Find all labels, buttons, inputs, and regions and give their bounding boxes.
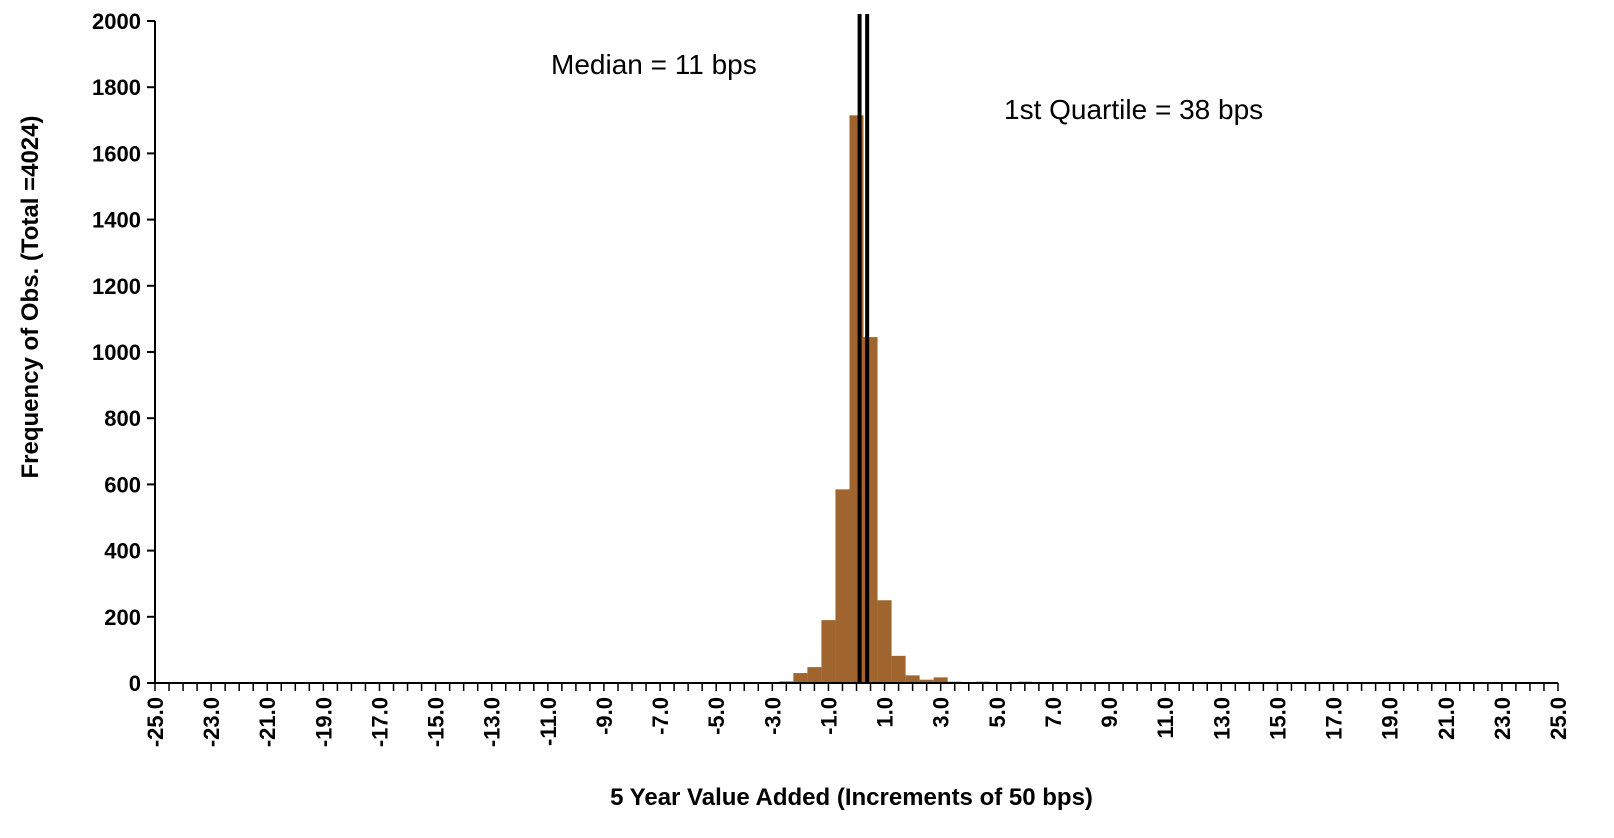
y-tick-label-10: 2000	[92, 9, 141, 34]
histogram-bar-11	[905, 675, 920, 683]
x-tick-label-8: -9.0	[592, 697, 617, 735]
x-tick-label-7: -11.0	[536, 697, 561, 746]
y-tick-label-5: 1000	[92, 340, 141, 365]
x-tick-label-24: 23.0	[1490, 697, 1515, 740]
y-tick-label-0: 0	[129, 671, 141, 696]
x-tick-label-19: 13.0	[1209, 697, 1234, 740]
quartile-annotation: 1st Quartile = 38 bps	[1004, 94, 1263, 125]
x-tick-label-0: -25.0	[143, 697, 168, 747]
x-tick-label-23: 21.0	[1434, 697, 1459, 740]
y-tick-label-7: 1400	[92, 208, 141, 233]
histogram-bar-10	[891, 655, 906, 683]
y-tick-label-2: 400	[104, 539, 141, 564]
x-tick-label-9: -7.0	[648, 697, 673, 735]
y-ticks: 0 200 400 600 800 1000 1200 1400 1600 1800 2000	[92, 9, 155, 696]
histogram-bar-9	[877, 600, 892, 683]
y-tick-label-9: 1800	[92, 75, 141, 100]
x-tick-label-10: -5.0	[704, 697, 729, 735]
x-tick-label-12: -1.0	[816, 697, 841, 735]
x-tick-label-13: 1.0	[873, 697, 898, 728]
y-tick-label-1: 200	[104, 605, 141, 630]
x-tick-label-5: -15.0	[424, 697, 449, 747]
histogram-bar-3	[793, 673, 808, 683]
x-tick-label-1: -23.0	[199, 697, 224, 747]
histogram-bar-12	[919, 679, 934, 683]
y-axis-title: Frequency of Obs. (Total =4024)	[17, 116, 44, 479]
x-tick-label-16: 7.0	[1041, 697, 1066, 728]
x-tick-label-17: 9.0	[1097, 697, 1122, 728]
y-tick-label-6: 1200	[92, 274, 141, 299]
x-tick-label-20: 15.0	[1265, 697, 1290, 740]
histogram-bar-5	[821, 620, 836, 683]
histogram-bar-13	[933, 677, 948, 683]
histogram-bar-6	[835, 489, 850, 683]
reference-lines	[857, 14, 870, 683]
x-tick-label-3: -19.0	[311, 697, 336, 747]
median-annotation: Median = 11 bps	[551, 49, 757, 80]
bars-layer	[751, 115, 1032, 683]
x-tick-label-14: 3.0	[929, 697, 954, 728]
x-tick-label-18: 11.0	[1153, 697, 1178, 739]
x-ticks: -25.0 -23.0 -21.0 -19.0 -17.0 -15.0 -13.0 -11.0…	[143, 683, 1571, 747]
x-tick-label-25: 25.0	[1546, 697, 1571, 740]
x-tick-label-4: -17.0	[367, 697, 392, 747]
x-tick-label-15: 5.0	[985, 697, 1010, 728]
x-tick-label-11: -3.0	[760, 697, 785, 735]
x-tick-label-6: -13.0	[480, 697, 505, 747]
y-tick-label-4: 800	[104, 406, 141, 431]
histogram-bar-4	[807, 667, 822, 683]
x-tick-label-22: 19.0	[1378, 697, 1403, 740]
x-tick-label-2: -21.0	[255, 697, 280, 747]
x-axis-title: 5 Year Value Added (Increments of 50 bps…	[610, 784, 1093, 811]
x-tick-label-21: 17.0	[1322, 697, 1347, 740]
y-tick-label-8: 1600	[92, 141, 141, 166]
y-tick-label-3: 600	[104, 472, 141, 497]
